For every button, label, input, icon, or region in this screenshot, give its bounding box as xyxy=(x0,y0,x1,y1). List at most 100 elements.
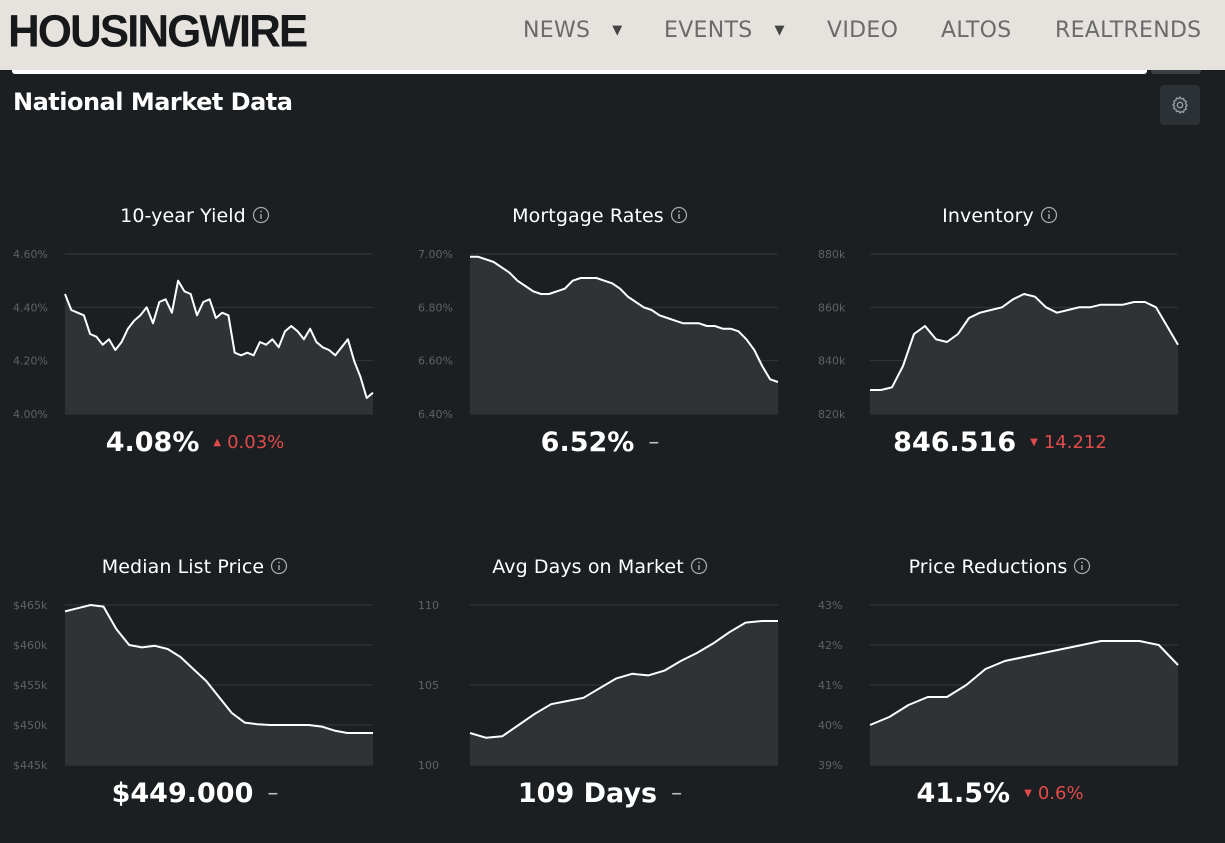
y-tick-label: 105 xyxy=(418,679,439,692)
y-tick-label: 6.40% xyxy=(418,408,453,421)
stat-change-value: 0.6% xyxy=(1037,783,1084,804)
series-area xyxy=(65,280,373,414)
series-line xyxy=(64,279,374,399)
no-change-dash: – xyxy=(671,781,683,806)
chart-median-list-price: $465k $460k $455k $450k $445k xyxy=(13,599,373,772)
chart-mortgage-rates: 7.00% 6.80% 6.60% 6.40% xyxy=(418,248,779,421)
y-tick-label: 100 xyxy=(418,759,439,772)
y-tick-label: $455k xyxy=(13,679,48,692)
series-area xyxy=(870,294,1178,414)
card-title-text: Avg Days on Market xyxy=(492,556,684,578)
stat-value: 846.516 xyxy=(893,427,1017,458)
nav-label: VIDEO xyxy=(827,17,899,43)
card-10-year-yield: 10-year Yield 4.60% 4.40% 4.20% 4.00% 4.08%… xyxy=(5,205,385,505)
y-tick-label: $465k xyxy=(13,599,48,612)
stat-value: 4.08% xyxy=(105,427,200,458)
stat-change-value: 14.212 xyxy=(1043,432,1107,453)
series-line xyxy=(869,640,1179,726)
y-tick-label: $460k xyxy=(13,639,48,652)
site-header: HOUSINGWIRE NEWS ▼ EVENTS ▼ VIDEO ALTOS … xyxy=(0,0,1225,70)
no-change-dash: – xyxy=(648,430,660,455)
stat-value: 41.5% xyxy=(916,778,1011,809)
y-tick-label: 7.00% xyxy=(418,248,453,261)
card-title: Inventory xyxy=(810,205,1190,227)
y-tick-label: 39% xyxy=(818,759,842,772)
series-line xyxy=(470,255,779,383)
page-title: National Market Data xyxy=(13,88,293,116)
info-icon[interactable] xyxy=(252,206,270,224)
y-tick-label: 4.20% xyxy=(13,355,48,368)
stat-row: 4.08% ▲ 0.03% xyxy=(5,427,385,458)
caret-down-icon: ▼ xyxy=(1030,437,1038,448)
y-tick-label: 110 xyxy=(418,599,439,612)
card-title: Mortgage Rates xyxy=(410,205,790,227)
site-logo[interactable]: HOUSINGWIRE xyxy=(8,6,308,57)
chart-avg-days-on-market: 110 105 100 xyxy=(418,599,778,772)
nav-item-realtrends[interactable]: REALTRENDS xyxy=(1055,0,1201,60)
settings-button[interactable] xyxy=(1160,85,1200,125)
info-icon[interactable] xyxy=(1040,206,1058,224)
y-tick-label: 840k xyxy=(818,355,846,368)
stat-row: 846.516 ▼ 14.212 xyxy=(810,427,1190,458)
card-title: Median List Price xyxy=(5,556,385,578)
chevron-down-icon: ▼ xyxy=(612,22,623,38)
nav-item-video[interactable]: VIDEO xyxy=(827,0,898,60)
y-tick-label: $445k xyxy=(13,759,48,772)
chart-price-reductions: 43% 42% 41% 40% 39% xyxy=(818,599,1179,772)
stat-change: ▼ 14.212 xyxy=(1030,432,1107,453)
stat-change: ▲ 0.03% xyxy=(213,432,284,453)
y-tick-label: 4.60% xyxy=(13,248,48,261)
nav-item-news[interactable]: NEWS ▼ xyxy=(523,0,622,60)
y-tick-label: 860k xyxy=(818,301,846,314)
search-button-edge[interactable] xyxy=(1151,70,1201,74)
info-icon[interactable] xyxy=(270,557,288,575)
stat-row: 109 Days – xyxy=(410,778,790,809)
stat-change-value: 0.03% xyxy=(227,432,285,453)
series-area xyxy=(470,621,778,765)
y-tick-label: 40% xyxy=(818,719,842,732)
info-icon[interactable] xyxy=(1073,557,1091,575)
card-title-text: Mortgage Rates xyxy=(512,205,664,227)
series-area xyxy=(470,256,778,414)
card-title: Price Reductions xyxy=(810,556,1190,578)
card-title: Avg Days on Market xyxy=(410,556,790,578)
y-tick-label: 41% xyxy=(818,679,842,692)
card-price-reductions: Price Reductions 43% 42% 41% 40% 39% 41.5% ▼… xyxy=(810,556,1190,843)
chart-inventory: 880k 860k 840k 820k xyxy=(818,248,1179,421)
y-tick-label: 4.00% xyxy=(13,408,48,421)
stat-value: 6.52% xyxy=(540,427,635,458)
card-title-text: Median List Price xyxy=(101,556,265,578)
y-tick-label: 6.60% xyxy=(418,355,453,368)
no-change-dash: – xyxy=(267,781,279,806)
nav-label: EVENTS xyxy=(664,17,753,43)
y-tick-label: 42% xyxy=(818,639,842,652)
caret-down-icon: ▼ xyxy=(1024,788,1032,799)
nav-label: ALTOS xyxy=(941,17,1012,43)
stat-value: $449.000 xyxy=(111,778,254,809)
card-median-list-price: Median List Price $465k $460k $455k $450k $4… xyxy=(5,556,385,843)
y-tick-label: 4.40% xyxy=(13,301,48,314)
series-line xyxy=(870,293,1179,391)
chart-10-year-yield: 4.60% 4.40% 4.20% 4.00% xyxy=(13,248,374,421)
series-line xyxy=(469,620,778,739)
y-tick-label: 820k xyxy=(818,408,846,421)
series-area xyxy=(870,641,1178,765)
card-title: 10-year Yield xyxy=(5,205,385,227)
card-title-text: 10-year Yield xyxy=(120,205,246,227)
card-mortgage-rates: Mortgage Rates 7.00% 6.80% 6.60% 6.40% 6.52… xyxy=(410,205,790,505)
stat-row: 6.52% – xyxy=(410,427,790,458)
info-icon[interactable] xyxy=(670,206,688,224)
nav-label: REALTRENDS xyxy=(1055,17,1202,43)
stat-row: 41.5% ▼ 0.6% xyxy=(810,778,1190,809)
card-title-text: Price Reductions xyxy=(908,556,1068,578)
y-tick-label: $450k xyxy=(13,719,48,732)
card-avg-days-on-market: Avg Days on Market 110 105 100 109 Days – xyxy=(410,556,790,843)
search-bar-edge[interactable] xyxy=(12,70,1147,74)
gear-icon xyxy=(1171,95,1189,114)
stat-change: ▼ 0.6% xyxy=(1024,783,1083,804)
nav-item-events[interactable]: EVENTS ▼ xyxy=(664,0,785,60)
y-tick-label: 6.80% xyxy=(418,301,453,314)
info-icon[interactable] xyxy=(690,557,708,575)
y-tick-label: 43% xyxy=(818,599,842,612)
nav-item-altos[interactable]: ALTOS xyxy=(941,0,1012,60)
